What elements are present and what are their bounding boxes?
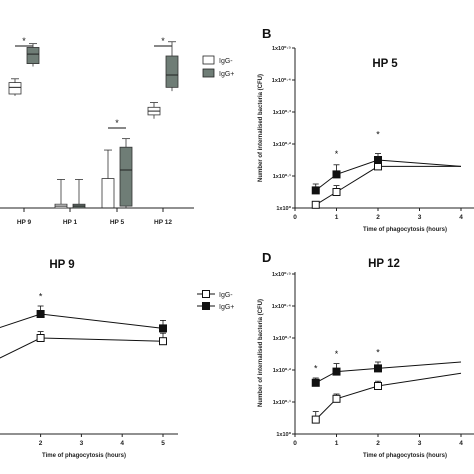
x-tick-label: 2 (376, 440, 380, 447)
plot-area: ** (312, 130, 461, 209)
significance-star: * (314, 364, 318, 374)
x-tick-label: 4 (459, 214, 463, 221)
series-line (0, 338, 163, 378)
x-tick-label: 3 (418, 214, 422, 221)
box (166, 56, 178, 87)
y-tick-label: 1x10⁰·² (273, 367, 291, 374)
chart-title: HP 12 (368, 258, 400, 270)
significance-star: * (335, 349, 339, 359)
x-tick-label: 3 (80, 440, 84, 447)
data-point (333, 171, 340, 178)
x-ticks: 0 1 2 3 4 (293, 434, 463, 447)
data-point (37, 311, 44, 318)
plot-area: * (0, 292, 167, 382)
series-line (0, 314, 163, 341)
legend-label: IgG- (219, 58, 233, 65)
x-tick-label: 5 (161, 440, 165, 447)
data-point (333, 395, 340, 402)
significance-star: * (335, 149, 339, 159)
x-ticks: 2 3 4 5 (39, 434, 165, 447)
data-point (375, 365, 382, 372)
panel-a-category-label: HP 1 (63, 219, 78, 226)
x-tick-label: 4 (120, 440, 124, 447)
box (102, 179, 114, 208)
significance-star: * (39, 292, 43, 302)
box (120, 147, 132, 206)
data-point (312, 201, 319, 208)
panel-label: D (262, 250, 271, 265)
y-tick-label: 1x10⁰·³ (273, 109, 291, 116)
panel-d: D HP 12 Number of internalised bacteria … (258, 250, 474, 459)
significance-star: * (115, 118, 119, 128)
x-tick-label: 2 (376, 214, 380, 221)
x-ticks: 0 1 2 3 4 (293, 208, 463, 221)
significance-star: * (22, 36, 26, 46)
legend-label: IgG+ (219, 71, 234, 78)
legend-label: IgG+ (219, 304, 234, 311)
x-axis-label: Time of phagocytosis (hours) (363, 227, 447, 233)
data-point (160, 338, 167, 345)
panel-a: HP 9 HP 1 HP 5 HP 12 * * * IgG- IgG+ (0, 36, 234, 226)
significance-star: * (376, 130, 380, 140)
y-tick-label: 1x10⁰·⁴ (272, 77, 291, 84)
data-point (312, 416, 319, 423)
data-point (37, 335, 44, 342)
legend-marker-igg-minus (203, 291, 210, 298)
y-tick-label: 1x10⁰ (276, 431, 291, 438)
data-point (312, 187, 319, 194)
legend-marker-igg-plus (203, 303, 210, 310)
x-tick-label: 0 (293, 440, 297, 447)
y-ticks: 1x10⁰ 1x10⁰·¹ 1x10⁰·² 1x10⁰·³ 1x10⁰·⁴ 1x10⁰·⁵ (272, 45, 295, 212)
x-tick-label: 2 (39, 440, 43, 447)
y-tick-label: 1x10⁰·² (273, 141, 291, 148)
legend-swatch-igg-plus (203, 69, 214, 77)
x-tick-label: 1 (335, 214, 339, 221)
legend-swatch-igg-minus (203, 56, 214, 64)
x-tick-label: 1 (335, 440, 339, 447)
y-ticks: 1x10⁰ 1x10⁰·¹ 1x10⁰·² 1x10⁰·³ 1x10⁰·⁴ 1x10⁰·⁵ (272, 271, 295, 438)
y-tick-label: 1x10⁰·³ (273, 335, 291, 342)
data-point (375, 157, 382, 164)
x-axis-label: Time of phagocytosis (hours) (363, 453, 447, 459)
data-point (333, 368, 340, 375)
data-point (312, 379, 319, 386)
chart-title: HP 9 (49, 259, 74, 271)
significance-star: * (161, 36, 165, 46)
box (9, 83, 21, 94)
panel-a-category-label: HP 9 (17, 219, 32, 226)
y-axis-label: Number of internalised bacteria (CFU) (258, 74, 264, 182)
panel-b: B HP 5 Number of internalised bacteria (… (258, 26, 474, 233)
plot-area: * * * (312, 348, 461, 424)
significance-star: * (376, 348, 380, 358)
y-tick-label: 1x10⁰·⁵ (272, 45, 291, 52)
legend-label: IgG- (219, 292, 233, 299)
chart-title: HP 5 (372, 58, 398, 70)
panel-c: HP 9 Time of phagocytosis (hours) 2 3 4 5 *… (0, 259, 234, 459)
data-point (160, 325, 167, 332)
box (27, 47, 39, 63)
x-axis-label: Time of phagocytosis (hours) (42, 453, 126, 459)
panel-label: B (262, 26, 271, 41)
data-point (333, 189, 340, 196)
panel-a-category-label: HP 12 (154, 219, 172, 226)
y-tick-label: 1x10⁰·¹ (273, 399, 291, 406)
box-plot-group (9, 42, 178, 208)
y-tick-label: 1x10⁰·⁵ (272, 271, 291, 278)
y-tick-label: 1x10⁰ (276, 205, 291, 212)
x-tick-label: 4 (459, 440, 463, 447)
data-point (375, 383, 382, 390)
x-tick-label: 3 (418, 440, 422, 447)
y-tick-label: 1x10⁰·¹ (273, 173, 291, 180)
panel-a-category-label: HP 5 (110, 219, 125, 226)
x-tick-label: 0 (293, 214, 297, 221)
y-axis-label: Number of internalised bacteria (CFU) (258, 299, 264, 407)
y-tick-label: 1x10⁰·⁴ (272, 303, 291, 310)
